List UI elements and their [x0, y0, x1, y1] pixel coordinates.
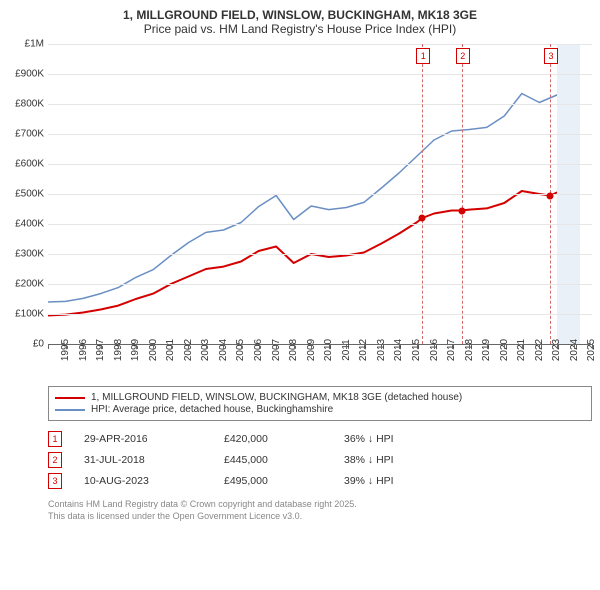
legend-item: HPI: Average price, detached house, Buck… [55, 404, 585, 415]
sale-row-date: 31-JUL-2018 [84, 454, 224, 466]
y-axis-label: £900K [15, 69, 44, 80]
sale-vline [462, 44, 463, 344]
sale-marker-box: 1 [416, 48, 430, 64]
legend-label: 1, MILLGROUND FIELD, WINSLOW, BUCKINGHAM… [91, 392, 462, 403]
sale-row-price: £420,000 [224, 433, 344, 445]
chart-area: £0£100K£200K£300K£400K£500K£600K£700K£80… [48, 44, 592, 374]
gridline [48, 44, 592, 45]
y-axis-label: £600K [15, 159, 44, 170]
sale-dot [547, 192, 554, 199]
sale-row: 1 29-APR-2016£420,00036% ↓ HPI [48, 431, 592, 447]
y-axis-label: £500K [15, 189, 44, 200]
title-line-1: 1, MILLGROUND FIELD, WINSLOW, BUCKINGHAM… [8, 8, 592, 22]
sale-row-number: 3 [48, 473, 62, 489]
sale-marker-box: 3 [544, 48, 558, 64]
sale-row-diff: 38% ↓ HPI [344, 454, 394, 466]
y-axis-label: £300K [15, 249, 44, 260]
sale-row-date: 10-AUG-2023 [84, 475, 224, 487]
series-line-hpi [48, 89, 574, 302]
sale-row: 2 31-JUL-2018£445,00038% ↓ HPI [48, 452, 592, 468]
gridline [48, 284, 592, 285]
sale-row-number: 2 [48, 452, 62, 468]
sale-vline [422, 44, 423, 344]
title-line-2: Price paid vs. HM Land Registry's House … [8, 22, 592, 36]
y-axis-label: £200K [15, 279, 44, 290]
sale-row: 3 10-AUG-2023£495,00039% ↓ HPI [48, 473, 592, 489]
footer-line-2: This data is licensed under the Open Gov… [48, 511, 592, 523]
sale-row-number: 1 [48, 431, 62, 447]
sale-marker-box: 2 [456, 48, 470, 64]
y-axis-label: £1M [25, 39, 44, 50]
sale-row-diff: 39% ↓ HPI [344, 475, 394, 487]
plot-region: £0£100K£200K£300K£400K£500K£600K£700K£80… [48, 44, 592, 344]
chart-title: 1, MILLGROUND FIELD, WINSLOW, BUCKINGHAM… [8, 8, 592, 36]
footer-line-1: Contains HM Land Registry data © Crown c… [48, 499, 592, 511]
gridline [48, 104, 592, 105]
sale-dot [419, 215, 426, 222]
x-axis-label: 2026 [592, 339, 600, 361]
legend: 1, MILLGROUND FIELD, WINSLOW, BUCKINGHAM… [48, 386, 592, 421]
footer-attribution: Contains HM Land Registry data © Crown c… [48, 499, 592, 522]
gridline [48, 194, 592, 195]
y-axis-label: £800K [15, 99, 44, 110]
sale-row-diff: 36% ↓ HPI [344, 433, 394, 445]
gridline [48, 74, 592, 75]
sale-dot [458, 207, 465, 214]
legend-label: HPI: Average price, detached house, Buck… [91, 404, 333, 415]
gridline [48, 254, 592, 255]
sale-row-price: £445,000 [224, 454, 344, 466]
y-axis-label: £700K [15, 129, 44, 140]
legend-swatch [55, 409, 85, 411]
sales-table: 1 29-APR-2016£420,00036% ↓ HPI 2 31-JUL-201… [48, 431, 592, 489]
sale-row-price: £495,000 [224, 475, 344, 487]
gridline [48, 224, 592, 225]
sale-row-date: 29-APR-2016 [84, 433, 224, 445]
gridline [48, 134, 592, 135]
y-axis-label: £100K [15, 309, 44, 320]
gridline [48, 164, 592, 165]
legend-item: 1, MILLGROUND FIELD, WINSLOW, BUCKINGHAM… [55, 392, 585, 403]
gridline [48, 314, 592, 315]
y-axis-label: £400K [15, 219, 44, 230]
y-axis-label: £0 [33, 339, 44, 350]
legend-swatch [55, 397, 85, 399]
